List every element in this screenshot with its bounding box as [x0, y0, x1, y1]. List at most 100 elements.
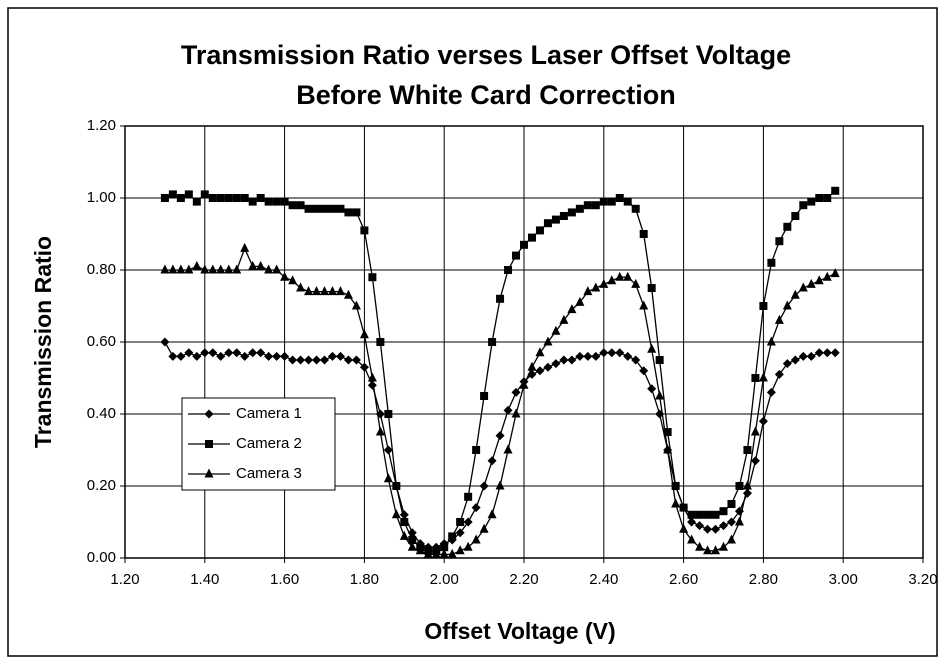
marker	[232, 264, 242, 274]
marker	[758, 372, 768, 382]
y-tick-label: 1.20	[87, 117, 116, 134]
marker	[503, 444, 513, 454]
marker	[703, 510, 712, 519]
marker	[575, 351, 585, 361]
marker	[464, 492, 473, 501]
chart-frame	[7, 7, 938, 657]
y-tick-label: 0.40	[87, 405, 116, 422]
marker	[304, 355, 314, 365]
marker	[798, 351, 808, 361]
marker	[272, 197, 281, 206]
marker	[335, 286, 345, 296]
x-tick-label: 2.60	[669, 571, 698, 588]
marker	[391, 509, 401, 519]
marker	[184, 190, 193, 199]
marker	[168, 190, 177, 199]
marker	[367, 372, 377, 382]
marker	[679, 503, 688, 512]
marker	[815, 194, 824, 202]
marker	[224, 264, 234, 274]
marker	[471, 534, 481, 544]
marker	[663, 444, 673, 454]
marker	[208, 348, 218, 358]
marker	[655, 356, 664, 364]
marker	[200, 264, 210, 274]
marker	[375, 426, 385, 436]
marker	[703, 545, 713, 555]
marker	[168, 351, 178, 361]
marker	[359, 329, 369, 339]
marker	[783, 222, 792, 231]
marker	[615, 271, 625, 281]
marker	[200, 348, 210, 358]
marker	[703, 524, 713, 534]
marker	[814, 275, 824, 285]
marker	[351, 355, 361, 365]
marker	[726, 517, 736, 527]
marker	[232, 194, 241, 202]
marker	[663, 428, 672, 436]
marker	[719, 507, 728, 516]
marker	[647, 384, 657, 394]
legend-label: Camera 2	[236, 435, 302, 452]
marker	[160, 264, 170, 274]
marker	[551, 215, 560, 224]
legend-marker	[204, 468, 214, 478]
marker	[623, 351, 633, 361]
marker	[519, 379, 529, 389]
marker	[463, 517, 473, 527]
marker	[735, 482, 744, 490]
marker	[440, 543, 449, 552]
marker	[264, 197, 273, 206]
marker	[336, 204, 345, 213]
marker	[520, 240, 528, 249]
x-tick-label: 1.20	[110, 571, 139, 588]
legend-label: Camera 1	[236, 405, 302, 422]
marker	[400, 518, 409, 526]
marker	[479, 523, 489, 533]
marker	[376, 338, 385, 346]
marker	[719, 521, 728, 531]
marker	[504, 266, 513, 274]
marker	[758, 416, 768, 426]
marker	[599, 197, 608, 206]
marker	[192, 260, 202, 270]
y-tick-label: 1.00	[87, 189, 116, 206]
marker	[695, 521, 705, 531]
marker	[766, 387, 776, 397]
marker	[480, 392, 489, 400]
marker	[639, 300, 649, 310]
marker	[591, 351, 601, 361]
marker	[535, 366, 545, 376]
marker	[407, 541, 417, 551]
marker	[327, 286, 337, 296]
marker	[742, 480, 752, 490]
marker	[679, 523, 689, 533]
marker	[304, 286, 314, 296]
chart-subtitle: Before White Card Correction	[296, 80, 676, 110]
marker	[343, 289, 353, 299]
marker	[591, 282, 601, 292]
marker	[727, 500, 736, 508]
marker	[814, 348, 824, 358]
marker	[583, 201, 592, 210]
marker	[168, 264, 178, 274]
marker	[575, 296, 585, 306]
marker	[288, 275, 298, 285]
legend-label: Camera 3	[236, 465, 302, 482]
marker	[543, 219, 552, 228]
marker	[607, 348, 617, 358]
marker	[455, 545, 465, 555]
marker	[208, 194, 217, 202]
legend-marker	[205, 440, 213, 448]
marker	[711, 510, 720, 519]
marker	[615, 194, 624, 202]
marker	[240, 351, 250, 361]
x-tick-label: 1.40	[190, 571, 219, 588]
marker	[559, 314, 569, 324]
marker	[256, 348, 266, 358]
marker	[639, 366, 649, 376]
x-tick-label: 2.40	[589, 571, 618, 588]
marker	[216, 351, 226, 361]
y-axis-label: Transmission Ratio	[30, 236, 56, 448]
